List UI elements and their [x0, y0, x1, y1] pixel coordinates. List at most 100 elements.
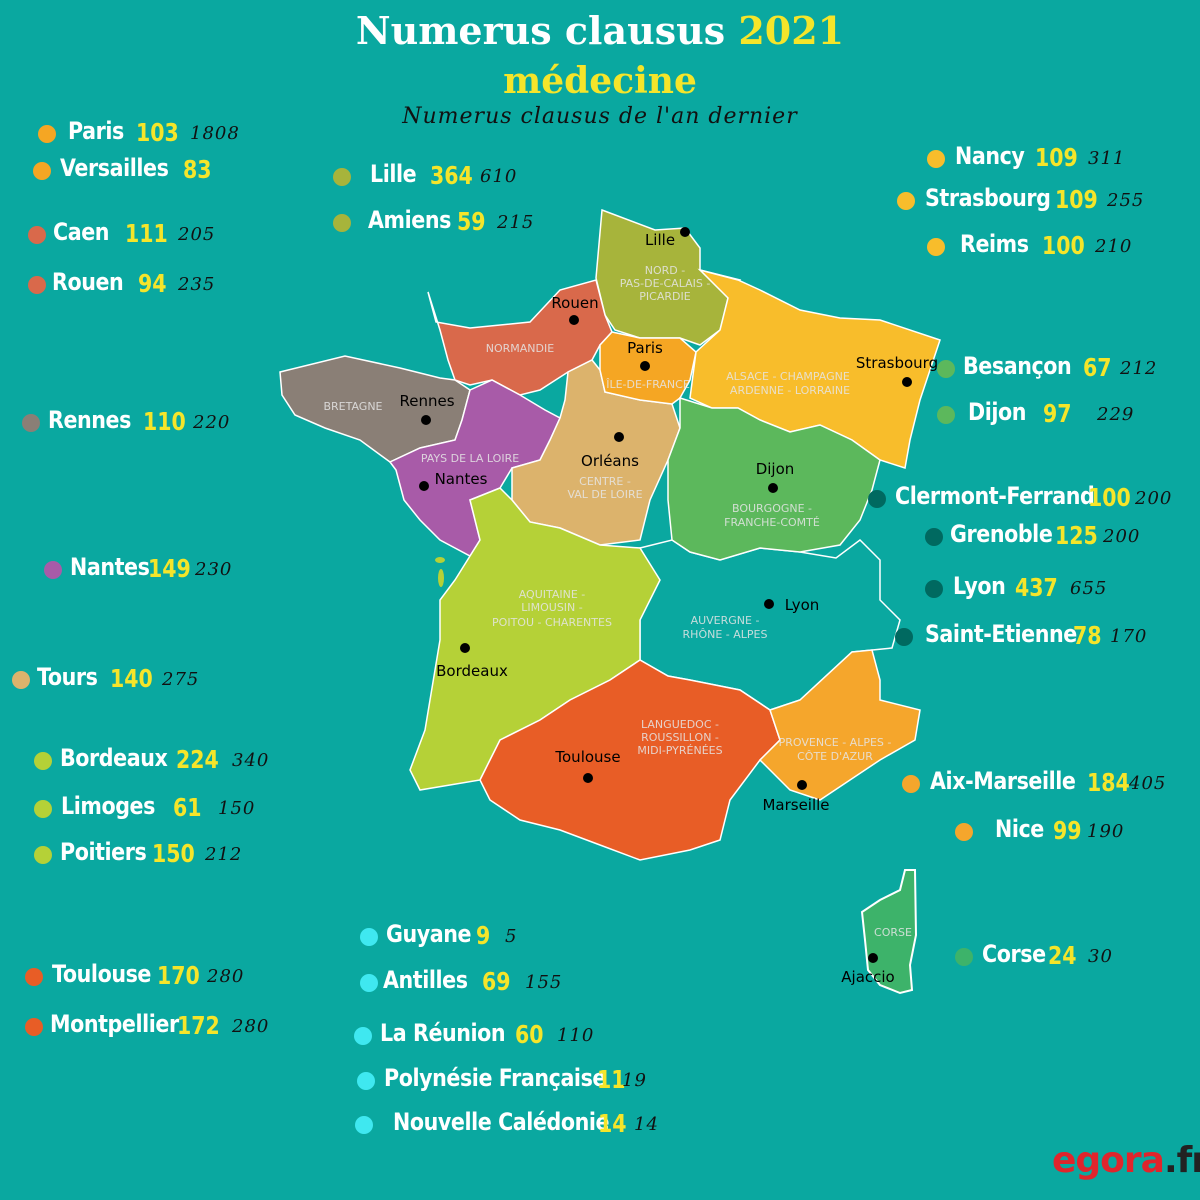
island-oleron: [438, 569, 444, 587]
entry-prev-value: 1808: [190, 123, 240, 144]
entry-nc-value: 364: [430, 161, 473, 190]
entry-prev-value: 655: [1070, 578, 1108, 599]
entry-dot-icon: [34, 800, 52, 818]
entry-prev-value: 280: [207, 966, 245, 987]
city-dot-ajaccio: [868, 953, 878, 963]
label-grandest-2: ARDENNE - LORRAINE: [730, 384, 850, 397]
label-ara-2: RHÔNE - ALPES: [683, 628, 768, 641]
city-dot-toulouse: [583, 773, 593, 783]
entry-prev-value: 255: [1107, 190, 1145, 211]
entry-dot-icon: [28, 226, 46, 244]
entry-dot-icon: [25, 1018, 43, 1036]
label-nord-3: PICARDIE: [639, 290, 690, 303]
entry-prev-value: 275: [162, 669, 200, 690]
entry-prev-value: 610: [480, 166, 518, 187]
entry-prev-value: 229: [1097, 404, 1135, 425]
entry-name: Corse: [982, 940, 1046, 968]
entry-nc-value: 125: [1055, 521, 1098, 550]
label-paca-1: PROVENCE - ALPES -: [779, 736, 892, 749]
label-naq-1: AQUITAINE -: [519, 588, 586, 601]
city-nantes: Nantes: [435, 470, 488, 488]
entry-name: Nice: [995, 815, 1044, 843]
city-marseille: Marseille: [762, 796, 829, 814]
city-dot-nantes: [419, 481, 429, 491]
entry-name: Rennes: [48, 406, 131, 434]
entry-name: Limoges: [61, 792, 155, 820]
entry-nc-value: 9: [476, 921, 491, 950]
title-text: Numerus clausus: [355, 8, 726, 53]
entry-name: La Réunion: [380, 1019, 506, 1047]
entry-name: Bordeaux: [60, 744, 168, 772]
entry-name: Clermont-Ferrand: [895, 482, 1095, 510]
entry-nc-value: 78: [1073, 621, 1102, 650]
entry-name: Poitiers: [60, 838, 147, 866]
entry-dot-icon: [937, 406, 955, 424]
label-pdl: PAYS DE LA LOIRE: [421, 452, 519, 465]
city-orleans: Orléans: [581, 452, 639, 470]
label-ara-1: AUVERGNE -: [691, 614, 760, 627]
entry-prev-value: 19: [622, 1070, 647, 1091]
entry-nc-value: 100: [1088, 483, 1131, 512]
city-lyon: Lyon: [785, 596, 820, 614]
entry-name: Dijon: [968, 398, 1027, 426]
entry-dot-icon: [897, 192, 915, 210]
entry-name: Aix-Marseille: [930, 767, 1076, 795]
entry-nc-value: 24: [1048, 941, 1077, 970]
city-dot-lyon: [764, 599, 774, 609]
entry-name: Rouen: [52, 268, 124, 296]
entry-name: Nouvelle Calédonie: [393, 1108, 610, 1136]
entry-prev-value: 190: [1087, 821, 1125, 842]
entry-nc-value: 140: [110, 664, 153, 693]
entry-prev-value: 200: [1135, 488, 1173, 509]
entry-dot-icon: [38, 125, 56, 143]
city-dot-strasbourg: [902, 377, 912, 387]
entry-nc-value: 437: [1015, 573, 1058, 602]
entry-dot-icon: [360, 928, 378, 946]
label-paca-2: CÔTE D'AZUR: [797, 750, 873, 763]
entry-dot-icon: [12, 671, 30, 689]
city-dot-marseille: [797, 780, 807, 790]
city-paris: Paris: [627, 339, 663, 357]
entry-nc-value: 14: [598, 1109, 627, 1138]
label-centre-1: CENTRE -: [579, 475, 631, 488]
entry-dot-icon: [355, 1116, 373, 1134]
entry-prev-value: 170: [1110, 626, 1148, 647]
entry-nc-value: 103: [136, 118, 179, 147]
city-ajaccio: Ajaccio: [841, 968, 894, 986]
entry-name: Versailles: [60, 154, 169, 182]
city-rennes: Rennes: [399, 392, 454, 410]
entry-dot-icon: [955, 823, 973, 841]
label-centre-2: VAL DE LOIRE: [567, 488, 642, 501]
label-nord-2: PAS-DE-CALAIS -: [620, 277, 711, 290]
entry-dot-icon: [937, 360, 955, 378]
entry-nc-value: 69: [482, 967, 511, 996]
entry-prev-value: 150: [218, 798, 256, 819]
entry-name: Antilles: [383, 966, 468, 994]
entry-name: Nantes: [70, 553, 150, 581]
entry-prev-value: 280: [232, 1016, 270, 1037]
entry-prev-value: 14: [634, 1114, 659, 1135]
entry-prev-value: 230: [195, 559, 233, 580]
city-rouen: Rouen: [551, 294, 598, 312]
city-dot-lille: [680, 227, 690, 237]
entry-name: Grenoble: [950, 520, 1053, 548]
entry-nc-value: 109: [1055, 185, 1098, 214]
entry-name: Caen: [53, 218, 110, 246]
entry-name: Saint-Etienne: [925, 620, 1077, 648]
label-normandie: NORMANDIE: [486, 342, 554, 355]
label-occ-2: ROUSSILLON -: [641, 731, 719, 744]
entry-name: Lyon: [953, 572, 1006, 600]
label-corse: CORSE: [874, 926, 912, 939]
entry-prev-value: 220: [193, 412, 231, 433]
entry-nc-value: 59: [457, 207, 486, 236]
entry-name: Strasbourg: [925, 184, 1051, 212]
entry-prev-value: 210: [1095, 236, 1133, 257]
entry-dot-icon: [868, 490, 886, 508]
logo-part1: egora: [1052, 1140, 1165, 1181]
entry-dot-icon: [34, 846, 52, 864]
entry-name: Lille: [370, 160, 417, 188]
label-nord-1: NORD -: [645, 264, 685, 277]
city-dot-rouen: [569, 315, 579, 325]
entry-nc-value: 99: [1053, 816, 1082, 845]
